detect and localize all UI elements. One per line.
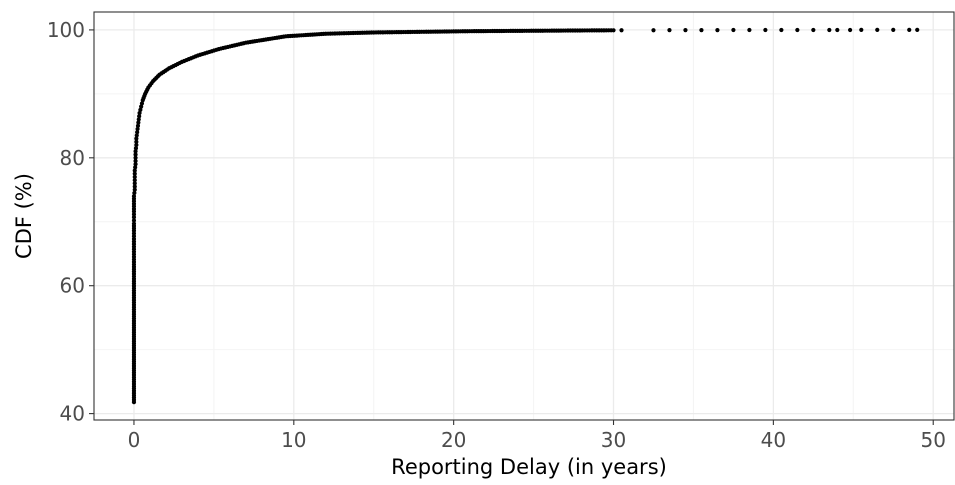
data-point bbox=[132, 168, 137, 173]
data-point bbox=[132, 187, 137, 192]
data-point bbox=[835, 27, 840, 33]
data-point bbox=[131, 212, 137, 217]
panel-background bbox=[94, 12, 954, 420]
data-point bbox=[133, 152, 138, 157]
data-point bbox=[133, 165, 138, 170]
y-axis-title: CDF (%) bbox=[12, 173, 36, 259]
x-tick-label: 50 bbox=[920, 428, 945, 452]
data-point bbox=[133, 146, 139, 151]
data-point bbox=[779, 27, 784, 33]
data-point bbox=[139, 104, 144, 109]
x-axis-title: Reporting Delay (in years) bbox=[391, 455, 667, 479]
data-point bbox=[699, 27, 704, 33]
data-point bbox=[747, 27, 752, 33]
data-point bbox=[132, 181, 137, 186]
panel-border bbox=[93, 11, 955, 421]
y-tick-label: 60 bbox=[60, 274, 85, 298]
data-point bbox=[133, 158, 138, 164]
data-point bbox=[135, 123, 141, 128]
data-point bbox=[135, 126, 140, 132]
data-point bbox=[139, 101, 145, 106]
data-point bbox=[136, 117, 141, 122]
data-point bbox=[132, 190, 137, 196]
data-point bbox=[135, 130, 140, 135]
x-axis: 0 10 20 30 40 50 bbox=[128, 420, 946, 452]
data-point bbox=[611, 28, 616, 33]
data-point bbox=[715, 27, 720, 33]
data-point bbox=[137, 110, 142, 116]
data-point bbox=[827, 27, 832, 33]
x-tick-label: 0 bbox=[128, 428, 141, 452]
data-point bbox=[138, 107, 143, 112]
x-tick-label: 40 bbox=[761, 428, 786, 452]
data-point bbox=[131, 194, 137, 199]
data-point bbox=[132, 174, 137, 180]
data-points bbox=[131, 27, 920, 405]
data-point bbox=[619, 28, 624, 33]
data-point bbox=[875, 27, 880, 33]
data-point bbox=[847, 27, 853, 33]
data-point bbox=[859, 27, 864, 33]
data-point bbox=[134, 136, 139, 141]
data-point bbox=[683, 28, 688, 33]
x-tick-label: 20 bbox=[441, 428, 466, 452]
data-point bbox=[132, 184, 137, 189]
data-point bbox=[763, 27, 768, 33]
plot-panel bbox=[93, 11, 955, 421]
data-point bbox=[915, 27, 920, 33]
data-point bbox=[811, 27, 816, 33]
data-point bbox=[134, 139, 139, 144]
data-point bbox=[136, 120, 141, 125]
data-point bbox=[131, 215, 137, 220]
data-point bbox=[131, 221, 137, 226]
y-axis: 40 60 80 100 bbox=[47, 18, 94, 426]
data-point bbox=[891, 27, 896, 33]
data-point bbox=[131, 218, 137, 223]
data-point bbox=[132, 178, 137, 183]
data-point bbox=[907, 27, 912, 33]
data-point bbox=[133, 155, 138, 160]
data-point bbox=[134, 133, 139, 138]
y-tick-label: 40 bbox=[60, 402, 85, 426]
y-tick-label: 80 bbox=[60, 146, 85, 170]
data-point bbox=[667, 28, 672, 33]
data-point bbox=[137, 114, 142, 119]
data-point bbox=[795, 27, 800, 33]
data-point bbox=[133, 149, 138, 154]
data-point bbox=[132, 171, 137, 176]
x-tick-label: 30 bbox=[601, 428, 626, 452]
minor-gridlines bbox=[94, 12, 954, 420]
data-point bbox=[731, 27, 736, 33]
x-tick-label: 10 bbox=[281, 428, 306, 452]
data-point bbox=[651, 28, 656, 33]
data-point bbox=[134, 142, 139, 148]
y-tick-label: 100 bbox=[47, 18, 85, 42]
data-point bbox=[133, 162, 138, 167]
